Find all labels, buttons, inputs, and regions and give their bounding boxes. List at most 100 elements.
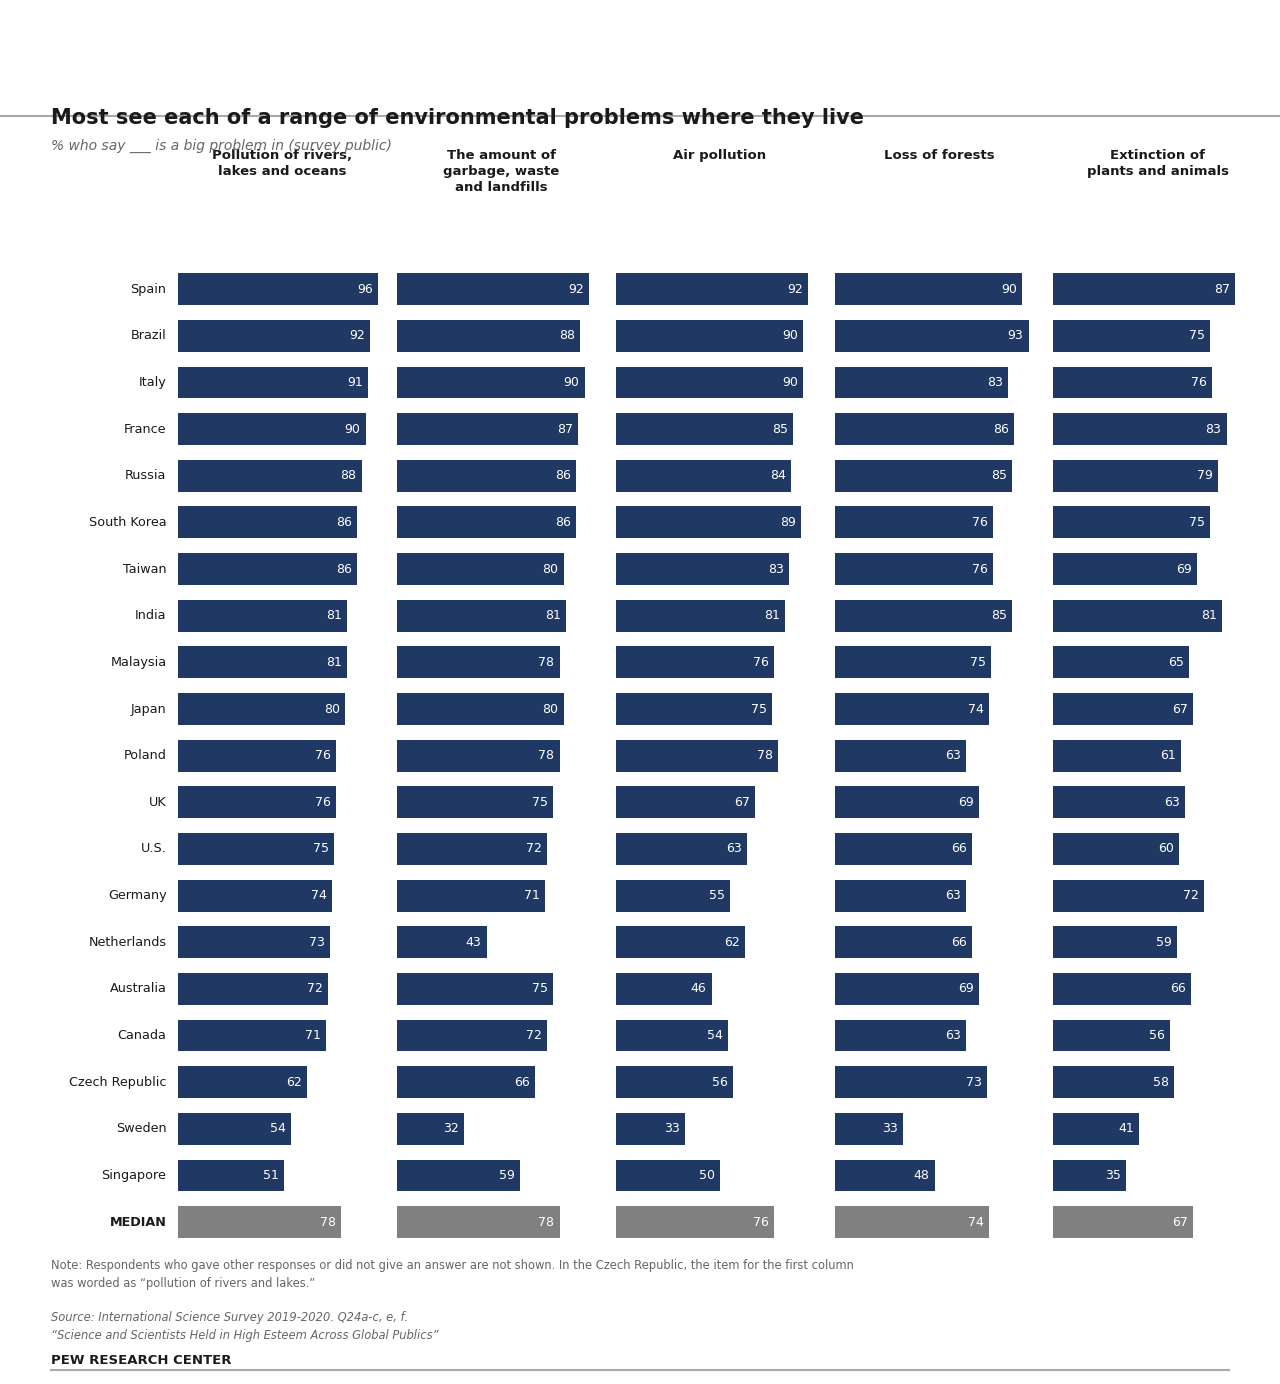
Text: 63: 63 (945, 889, 961, 902)
Text: 93: 93 (1007, 329, 1024, 342)
Bar (835, 599, 1012, 631)
Bar (835, 646, 991, 678)
Bar (616, 320, 804, 352)
Bar (835, 973, 978, 1005)
Bar (616, 740, 778, 771)
Bar (835, 740, 966, 771)
Text: 92: 92 (349, 329, 365, 342)
Bar (397, 1160, 520, 1192)
Bar (397, 554, 563, 585)
Text: 67: 67 (1172, 703, 1188, 716)
Text: 86: 86 (337, 562, 352, 576)
Bar (1053, 414, 1226, 444)
Bar (178, 599, 347, 631)
Text: 76: 76 (753, 656, 769, 668)
Bar (616, 273, 808, 304)
Text: 84: 84 (771, 469, 786, 482)
Text: 63: 63 (945, 1030, 961, 1042)
Bar (835, 367, 1007, 399)
Text: 69: 69 (957, 983, 973, 995)
Text: 63: 63 (1164, 796, 1180, 808)
Text: 66: 66 (513, 1075, 530, 1089)
Bar (1053, 273, 1235, 304)
Text: 62: 62 (287, 1075, 302, 1089)
Text: 69: 69 (957, 796, 973, 808)
Text: 75: 75 (1189, 329, 1204, 342)
Bar (1053, 693, 1193, 725)
Bar (178, 554, 357, 585)
Text: 96: 96 (357, 282, 372, 296)
Text: 61: 61 (1160, 749, 1175, 763)
Text: 67: 67 (1172, 1215, 1188, 1229)
Text: 66: 66 (951, 843, 968, 855)
Text: 78: 78 (539, 656, 554, 668)
Text: 76: 76 (972, 516, 988, 529)
Text: % who say ___ is a big problem in (survey public): % who say ___ is a big problem in (surve… (51, 138, 392, 152)
Bar (835, 554, 993, 585)
Bar (835, 786, 978, 818)
Bar (178, 273, 378, 304)
Bar (835, 833, 973, 865)
Text: 85: 85 (991, 609, 1007, 623)
Text: 79: 79 (1197, 469, 1213, 482)
Text: Extinction of
plants and animals: Extinction of plants and animals (1087, 149, 1229, 179)
Text: 46: 46 (691, 983, 707, 995)
Text: 80: 80 (324, 703, 339, 716)
Text: UK: UK (148, 796, 166, 808)
Bar (1053, 833, 1179, 865)
Text: 72: 72 (526, 843, 541, 855)
Text: 76: 76 (315, 749, 332, 763)
Bar (835, 880, 966, 912)
Bar (616, 1113, 685, 1145)
Text: 80: 80 (543, 562, 558, 576)
Text: Brazil: Brazil (131, 329, 166, 342)
Text: 81: 81 (764, 609, 780, 623)
Bar (1053, 320, 1210, 352)
Text: 58: 58 (1153, 1075, 1170, 1089)
Text: 83: 83 (1206, 422, 1221, 436)
Text: PEW RESEARCH CENTER: PEW RESEARCH CENTER (51, 1354, 232, 1366)
Bar (616, 880, 731, 912)
Text: 90: 90 (1001, 282, 1018, 296)
Text: 75: 75 (532, 796, 548, 808)
Text: 75: 75 (751, 703, 767, 716)
Bar (616, 646, 774, 678)
Bar (616, 1020, 728, 1052)
Bar (1053, 926, 1176, 958)
Text: 76: 76 (315, 796, 332, 808)
Text: 81: 81 (326, 656, 342, 668)
Text: Pollution of rivers,
lakes and oceans: Pollution of rivers, lakes and oceans (212, 149, 352, 179)
Text: 92: 92 (787, 282, 803, 296)
Text: 78: 78 (758, 749, 773, 763)
Bar (616, 459, 791, 491)
Text: 63: 63 (945, 749, 961, 763)
Text: 71: 71 (305, 1030, 321, 1042)
Bar (178, 880, 333, 912)
Text: 50: 50 (699, 1169, 714, 1182)
Text: 75: 75 (1189, 516, 1204, 529)
Bar (616, 507, 801, 538)
Text: 43: 43 (466, 936, 481, 949)
Bar (616, 554, 788, 585)
Text: 72: 72 (526, 1030, 541, 1042)
Text: Canada: Canada (118, 1030, 166, 1042)
Text: 90: 90 (782, 376, 799, 389)
Bar (835, 273, 1023, 304)
Bar (178, 973, 328, 1005)
Text: 83: 83 (768, 562, 783, 576)
Text: 72: 72 (307, 983, 323, 995)
Text: 76: 76 (1190, 376, 1207, 389)
Text: 76: 76 (972, 562, 988, 576)
Bar (1053, 507, 1210, 538)
Bar (397, 599, 566, 631)
Bar (1053, 1160, 1126, 1192)
Bar (397, 320, 580, 352)
Text: 76: 76 (753, 1215, 769, 1229)
Text: 62: 62 (724, 936, 740, 949)
Text: 32: 32 (443, 1122, 458, 1135)
Text: 48: 48 (914, 1169, 929, 1182)
Text: 69: 69 (1176, 562, 1192, 576)
Text: Singapore: Singapore (101, 1169, 166, 1182)
Bar (835, 320, 1029, 352)
Bar (397, 1207, 559, 1239)
